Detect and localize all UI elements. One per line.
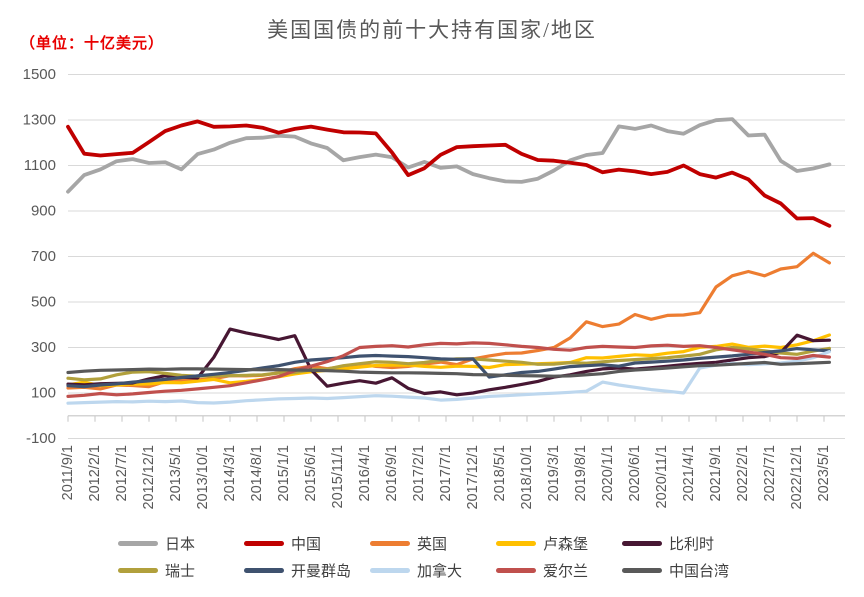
x-tick-label: 2018/5/1 xyxy=(492,445,508,501)
x-tick-label: 2020/1/1 xyxy=(600,445,616,501)
legend-swatch-taiwan-china xyxy=(622,568,662,573)
x-tick-label: 2012/7/1 xyxy=(114,445,130,501)
legend: 日本 中国 英国 卢森堡 比利时瑞士 开曼群岛 加拿大 爱尔兰 中国台湾 xyxy=(118,530,748,584)
legend-swatch-japan xyxy=(118,541,158,546)
plot-area: 2011/9/1 2012/2/1 2012/7/1 2012/12/1 2013/5/… xyxy=(23,66,845,510)
legend-item-japan: 日本 xyxy=(118,533,244,554)
legend-item-taiwan-china: 中国台湾 xyxy=(622,560,748,581)
legend-label-china: 中国 xyxy=(291,537,322,553)
x-tick-label: 2016/9/1 xyxy=(384,445,400,501)
x-tick-label: 2021/9/1 xyxy=(708,445,724,501)
legend-swatch-ireland xyxy=(496,568,536,573)
legend-swatch-belgium xyxy=(622,541,662,546)
y-tick-label-1300: 1300 xyxy=(23,112,56,129)
x-tick-label: 2023/5/1 xyxy=(816,445,832,501)
y-tick-label--100: -100 xyxy=(26,430,56,447)
legend-swatch-cayman-islands xyxy=(244,568,284,573)
series-line-taiwan-china xyxy=(66,360,832,378)
legend-item-canada: 加拿大 xyxy=(370,560,496,581)
legend-swatch-china xyxy=(244,541,284,546)
x-tick-label: 2014/8/1 xyxy=(249,445,265,501)
legend-label-luxembourg: 卢森堡 xyxy=(543,537,589,553)
series-line-china xyxy=(66,119,832,228)
y-tick-label-500: 500 xyxy=(31,294,56,311)
legend-label-switzerland: 瑞士 xyxy=(165,564,196,580)
legend-label-uk: 英国 xyxy=(417,537,448,553)
legend-item-belgium: 比利时 xyxy=(622,533,748,554)
series-lines xyxy=(66,117,832,405)
legend-label-taiwan-china: 中国台湾 xyxy=(669,564,730,580)
x-axis: 2011/9/1 2012/2/1 2012/7/1 2012/12/1 2013/5/… xyxy=(60,415,845,510)
y-tick-label-700: 700 xyxy=(31,248,56,265)
legend-label-cayman-islands: 开曼群岛 xyxy=(291,564,352,580)
legend-label-belgium: 比利时 xyxy=(669,537,715,553)
x-tick-label: 2012/2/1 xyxy=(87,445,103,501)
x-tick-label: 2013/10/1 xyxy=(195,445,211,510)
x-tick-label: 2021/4/1 xyxy=(681,445,697,501)
series-line-japan xyxy=(66,117,832,194)
legend-item-luxembourg: 卢森堡 xyxy=(496,533,622,554)
x-tick-label: 2020/11/1 xyxy=(654,445,670,508)
x-tick-label: 2019/3/1 xyxy=(546,445,562,501)
series-line-cayman-islands xyxy=(66,347,832,389)
x-tick-label: 2013/5/1 xyxy=(168,445,184,501)
y-tick-label-100: 100 xyxy=(31,385,56,402)
legend-item-cayman-islands: 开曼群岛 xyxy=(244,560,370,581)
y-tick-label-300: 300 xyxy=(31,339,56,356)
legend-swatch-canada xyxy=(370,568,410,573)
x-tick-label: 2012/12/1 xyxy=(141,445,157,510)
chart-title: 美国国债的前十大持有国家/地区 xyxy=(267,18,597,42)
series-line-belgium xyxy=(66,327,832,397)
legend-item-china: 中国 xyxy=(244,533,370,554)
x-tick-label: 2015/1/1 xyxy=(276,445,292,501)
x-tick-label: 2019/8/1 xyxy=(573,445,589,501)
legend-swatch-luxembourg xyxy=(496,541,536,546)
series-line-ireland xyxy=(66,341,832,398)
legend-label-canada: 加拿大 xyxy=(417,564,463,580)
x-tick-label: 2011/9/1 xyxy=(60,445,76,500)
legend-label-ireland: 爱尔兰 xyxy=(543,564,589,580)
x-tick-label: 2018/10/1 xyxy=(519,445,535,510)
legend-label-japan: 日本 xyxy=(165,537,196,553)
legend-swatch-switzerland xyxy=(118,568,158,573)
x-tick-label: 2017/12/1 xyxy=(465,445,481,510)
x-tick-label: 2015/11/1 xyxy=(330,445,346,508)
series-line-canada xyxy=(66,350,832,405)
x-tick-label: 2022/7/1 xyxy=(762,445,778,501)
unit-label: （单位：十亿美元） xyxy=(20,36,165,52)
y-axis-labels: 1500 1300 1100 900 700 500 300 100 -100 xyxy=(23,66,56,447)
legend-item-switzerland: 瑞士 xyxy=(118,560,244,581)
legend-swatch-uk xyxy=(370,541,410,546)
y-tick-label-1100: 1100 xyxy=(24,157,56,174)
x-tick-label: 2015/6/1 xyxy=(303,445,319,501)
x-tick-label: 2017/7/1 xyxy=(438,445,454,501)
y-tick-label-1500: 1500 xyxy=(23,66,56,83)
x-tick-label: 2014/3/1 xyxy=(222,445,238,501)
x-tick-label: 2017/2/1 xyxy=(411,445,427,501)
x-tick-label: 2022/12/1 xyxy=(789,445,805,510)
x-tick-label: 2016/4/1 xyxy=(357,445,373,501)
y-tick-label-900: 900 xyxy=(31,203,56,220)
x-tick-label: 2020/6/1 xyxy=(627,445,643,501)
gridlines xyxy=(68,74,845,439)
x-tick-label: 2022/2/1 xyxy=(735,445,751,501)
legend-item-ireland: 爱尔兰 xyxy=(496,560,622,581)
legend-item-uk: 英国 xyxy=(370,533,496,554)
